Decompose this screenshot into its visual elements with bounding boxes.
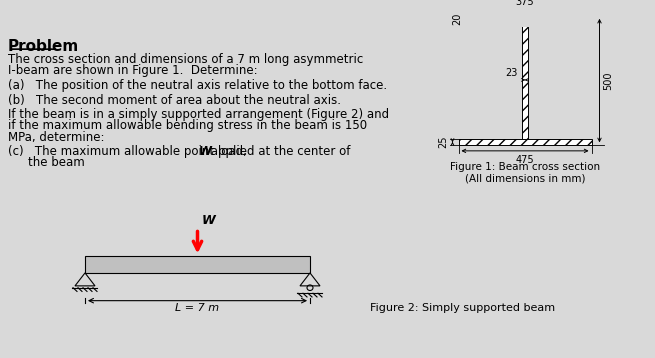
Text: (a)   The position of the neutral axis relative to the bottom face.: (a) The position of the neutral axis rel…: [8, 79, 387, 92]
Text: I-beam are shown in Figure 1.  Determine:: I-beam are shown in Figure 1. Determine:: [8, 64, 257, 77]
Text: L = 7 m: L = 7 m: [176, 303, 219, 313]
Text: MPa, determine:: MPa, determine:: [8, 131, 105, 144]
Text: W: W: [199, 145, 212, 158]
Bar: [85, 256, 310, 273]
Bar: [522, 21, 528, 139]
Text: 500: 500: [603, 71, 614, 90]
Bar: [472, 16, 578, 21]
Text: W: W: [202, 214, 215, 227]
Text: 20: 20: [453, 12, 462, 25]
Text: 23: 23: [506, 68, 518, 78]
Text: (b)   The second moment of area about the neutral axis.: (b) The second moment of area about the …: [8, 93, 341, 107]
Text: 375: 375: [515, 0, 534, 6]
Text: if the maximum allowable bending stress in the beam is 150: if the maximum allowable bending stress …: [8, 120, 367, 132]
Text: Figure 2: Simply supported beam: Figure 2: Simply supported beam: [370, 303, 555, 313]
Bar: [458, 139, 591, 145]
Text: applied at the center of: applied at the center of: [207, 145, 350, 158]
Text: (c)   The maximum allowable point load,: (c) The maximum allowable point load,: [8, 145, 251, 158]
Text: If the beam is in a simply supported arrangement (Figure 2) and: If the beam is in a simply supported arr…: [8, 108, 389, 121]
Bar: [458, 139, 591, 145]
Text: 475: 475: [515, 155, 534, 165]
Bar: [522, 21, 528, 139]
Text: the beam: the beam: [28, 156, 84, 169]
Text: The cross section and dimensions of a 7 m long asymmetric: The cross section and dimensions of a 7 …: [8, 53, 364, 66]
Text: 25: 25: [438, 136, 449, 148]
Text: Figure 1: Beam cross section
(All dimensions in mm): Figure 1: Beam cross section (All dimens…: [450, 162, 600, 184]
Text: Problem: Problem: [8, 39, 79, 54]
Bar: [472, 16, 578, 21]
